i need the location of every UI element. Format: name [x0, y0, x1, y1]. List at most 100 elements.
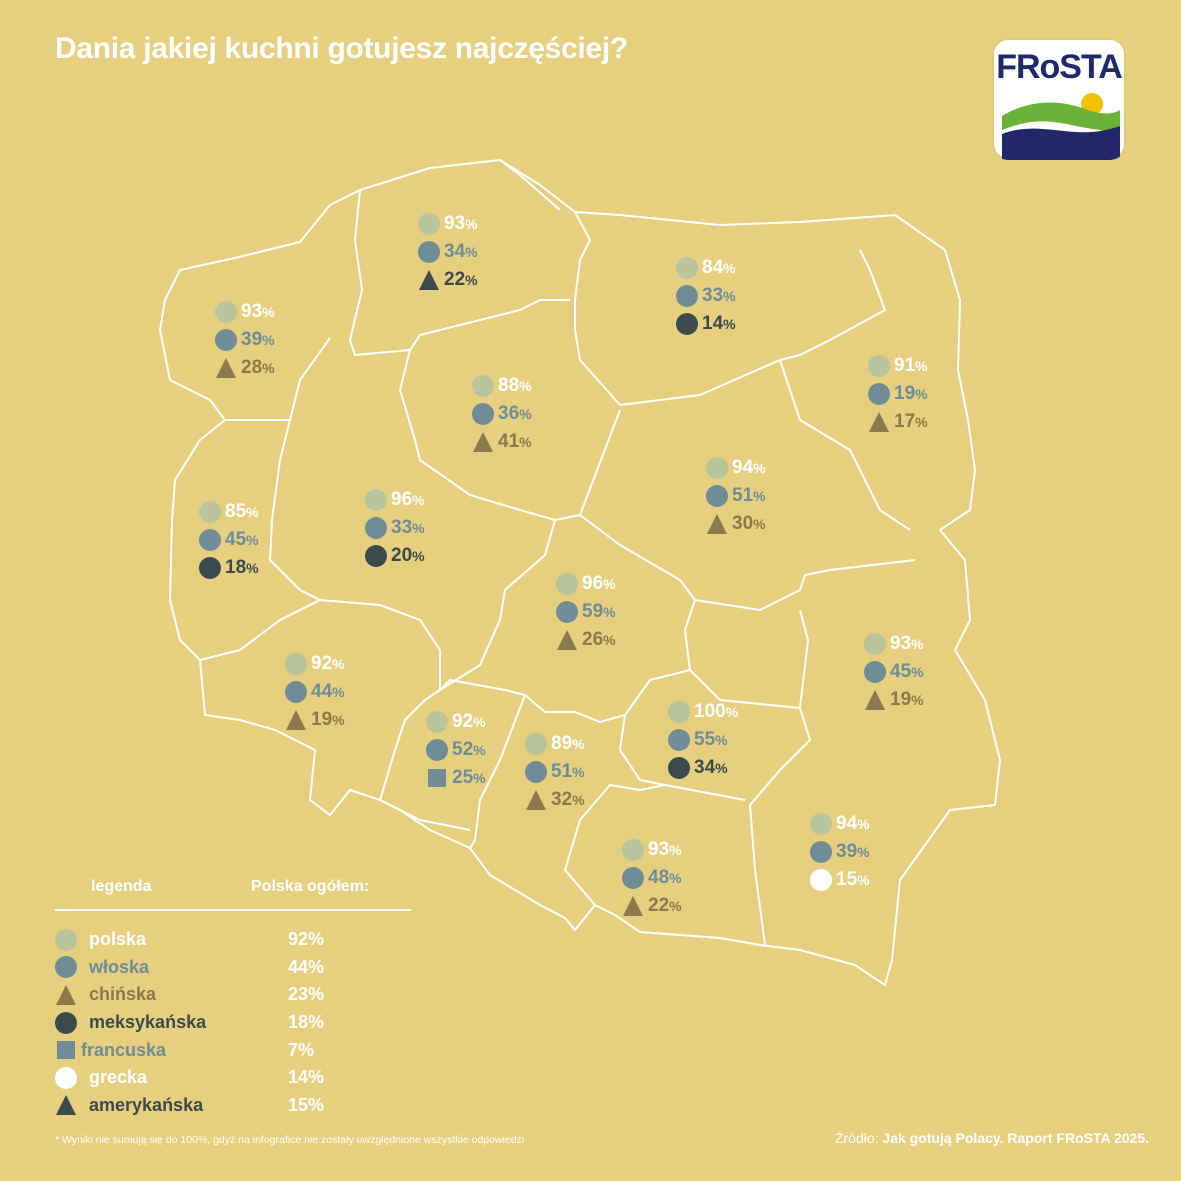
wloska-circle-icon [426, 739, 448, 761]
region-stat-value: 45% [225, 529, 259, 550]
meksykanska-circle-icon [668, 757, 690, 779]
region-stat-value: 51% [732, 485, 766, 506]
legend-item-polska: polska 92% [55, 926, 415, 954]
region-stat-value: 59% [582, 601, 616, 622]
region-stat-value: 89% [551, 733, 585, 754]
region-stat-chinska: 30% [706, 510, 766, 538]
francuska-square-icon [428, 769, 446, 787]
polska-circle-icon [676, 257, 698, 279]
region-stat-wloska: 45% [864, 658, 924, 686]
region-podkarpackie: 94% 39% 15% [810, 810, 870, 894]
chinska-triangle-icon [868, 411, 890, 433]
legend-item-chinska: chińska 23% [55, 981, 415, 1009]
legend-item-grecka: grecka 14% [55, 1064, 415, 1092]
region-malopolskie: 93% 48% 22% [622, 836, 682, 920]
wloska-circle-icon [472, 403, 494, 425]
region-stat-polska: 91% [868, 352, 928, 380]
chinska-triangle-icon [525, 789, 547, 811]
polska-circle-icon [426, 711, 448, 733]
wloska-circle-icon [365, 517, 387, 539]
region-stat-polska: 93% [864, 630, 924, 658]
region-stat-polska: 93% [622, 836, 682, 864]
region-stat-chinska: 22% [622, 892, 682, 920]
polska-circle-icon [706, 457, 728, 479]
legend-header-left: legenda [91, 878, 152, 895]
region-stat-wloska: 52% [426, 736, 486, 764]
region-stat-value: 41% [498, 431, 532, 452]
region-stat-value: 15% [836, 869, 870, 890]
region-stat-value: 93% [648, 839, 682, 860]
region-wielkopolskie: 96% 33% 20% [365, 486, 425, 570]
region-stat-wloska: 55% [668, 726, 738, 754]
polska-circle-icon [868, 355, 890, 377]
region-stat-wloska: 36% [472, 400, 532, 428]
region-stat-value: 30% [732, 513, 766, 534]
region-stat-value: 44% [311, 681, 345, 702]
wloska-circle-icon [215, 329, 237, 351]
region-stat-francuska: 25% [426, 764, 486, 792]
amerykanska-triangle-icon [418, 269, 440, 291]
legend-item-label: amerykańska [89, 1094, 204, 1115]
legend-item-value: 14% [288, 1067, 325, 1088]
region-stat-value: 45% [890, 661, 924, 682]
logo-wordmark: FRoSTA [996, 48, 1123, 86]
legend-item-value: 7% [288, 1039, 315, 1060]
legend-item-value: 15% [288, 1094, 325, 1115]
source-note: Źródło: Jak gotują Polacy. Raport FRoSTA… [835, 1130, 1149, 1146]
grecka-circle-icon [810, 869, 832, 891]
footnote: * Wyniki nie sumują się do 100%, gdyż na… [55, 1134, 525, 1146]
legend-divider [55, 909, 411, 911]
region-dolnoslaskie: 92% 44% 19% [285, 650, 345, 734]
region-stat-polska: 96% [365, 486, 425, 514]
region-stat-polska: 100% [668, 698, 738, 726]
region-stat-value: 39% [241, 329, 275, 350]
wloska-circle-icon [285, 681, 307, 703]
legend-item-label: francuska [81, 1039, 167, 1060]
region-stat-meksykanska: 20% [365, 542, 425, 570]
region-podlaskie: 91% 19% 17% [868, 352, 928, 436]
region-stat-value: 94% [732, 457, 766, 478]
grecka-circle-icon [55, 1066, 77, 1089]
legend-item-label: chińska [89, 984, 157, 1005]
region-stat-meksykanska: 14% [676, 310, 736, 338]
wloska-circle-icon [668, 729, 690, 751]
region-stat-value: 84% [702, 257, 736, 278]
legend-item-value: 92% [288, 929, 325, 950]
region-stat-value: 26% [582, 629, 616, 650]
wloska-circle-icon [676, 285, 698, 307]
legend-item-value: 44% [288, 956, 325, 977]
region-stat-value: 22% [444, 269, 478, 290]
polska-circle-icon [556, 573, 578, 595]
legend-item-francuska: francuska 7% [55, 1036, 415, 1064]
legend-items: polska 92% włoska 44% chińska 23% meksykańska 1… [55, 926, 415, 1119]
region-stat-value: 94% [836, 813, 870, 834]
region-stat-value: 19% [894, 383, 928, 404]
legend-item-label: włoska [89, 956, 150, 977]
legend-item-label: polska [89, 929, 147, 950]
region-stat-wloska: 33% [676, 282, 736, 310]
wloska-circle-icon [706, 485, 728, 507]
chinska-triangle-icon [285, 709, 307, 731]
region-stat-meksykanska: 18% [199, 554, 259, 582]
wloska-circle-icon [525, 761, 547, 783]
region-zachodniopomorskie: 93% 39% 28% [215, 298, 275, 382]
region-mazowieckie: 94% 51% 30% [706, 454, 766, 538]
legend-item-amerykanska: amerykańska 15% [55, 1092, 415, 1120]
region-stat-value: 28% [241, 357, 275, 378]
region-stat-polska: 85% [199, 498, 259, 526]
wloska-circle-icon [868, 383, 890, 405]
region-stat-wloska: 45% [199, 526, 259, 554]
legend-item-wloska: włoska 44% [55, 954, 415, 982]
region-stat-value: 36% [498, 403, 532, 424]
region-stat-amerykanska: 22% [418, 266, 478, 294]
meksykanska-circle-icon [676, 313, 698, 335]
region-stat-polska: 92% [285, 650, 345, 678]
region-stat-value: 34% [694, 757, 728, 778]
region-swietokrzyskie: 100% 55% 34% [668, 698, 738, 782]
francuska-square-icon [57, 1041, 75, 1060]
region-stat-chinska: 19% [285, 706, 345, 734]
region-stat-value: 92% [311, 653, 345, 674]
region-stat-wloska: 59% [556, 598, 616, 626]
meksykanska-circle-icon [365, 545, 387, 567]
chinska-triangle-icon [556, 629, 578, 651]
